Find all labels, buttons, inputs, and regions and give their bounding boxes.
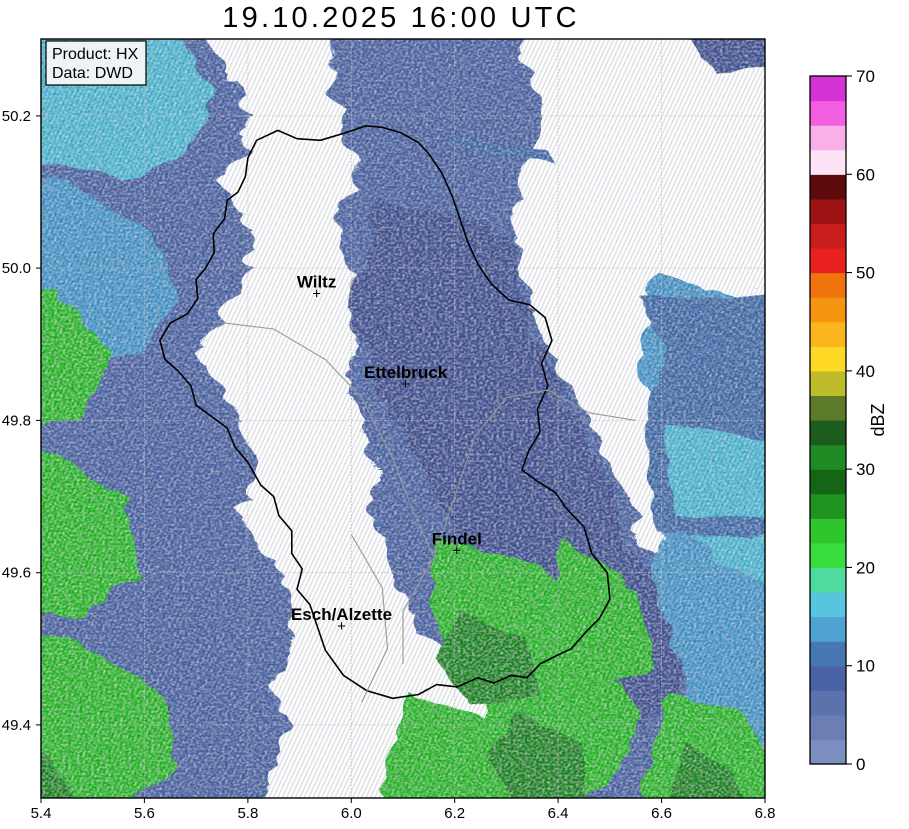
svg-text:Product: HX: Product: HX [52, 46, 139, 63]
svg-text:6.0: 6.0 [341, 805, 362, 822]
svg-text:+: + [337, 618, 346, 635]
svg-text:40: 40 [856, 362, 875, 381]
svg-text:6.6: 6.6 [651, 805, 672, 822]
svg-text:5.6: 5.6 [134, 805, 155, 822]
svg-text:49.6: 49.6 [2, 565, 31, 582]
svg-text:60: 60 [856, 165, 875, 184]
svg-text:6.4: 6.4 [548, 805, 569, 822]
svg-text:dBZ: dBZ [868, 403, 888, 436]
svg-text:10: 10 [856, 657, 875, 676]
svg-text:6.2: 6.2 [444, 805, 465, 822]
svg-text:5.8: 5.8 [237, 805, 258, 822]
svg-text:49.4: 49.4 [2, 717, 31, 734]
svg-text:Data: DWD: Data: DWD [52, 65, 133, 82]
svg-text:50.0: 50.0 [2, 260, 31, 277]
svg-text:+: + [401, 376, 410, 393]
svg-text:50: 50 [856, 264, 875, 283]
svg-text:6.8: 6.8 [755, 805, 776, 822]
svg-text:+: + [312, 285, 321, 302]
svg-text:70: 70 [856, 67, 875, 86]
svg-text:50.2: 50.2 [2, 108, 31, 125]
svg-text:49.8: 49.8 [2, 412, 31, 429]
svg-text:20: 20 [856, 558, 875, 577]
svg-text:5.4: 5.4 [31, 805, 52, 822]
svg-text:+: + [452, 543, 461, 560]
svg-text:0: 0 [856, 755, 865, 774]
svg-text:30: 30 [856, 460, 875, 479]
